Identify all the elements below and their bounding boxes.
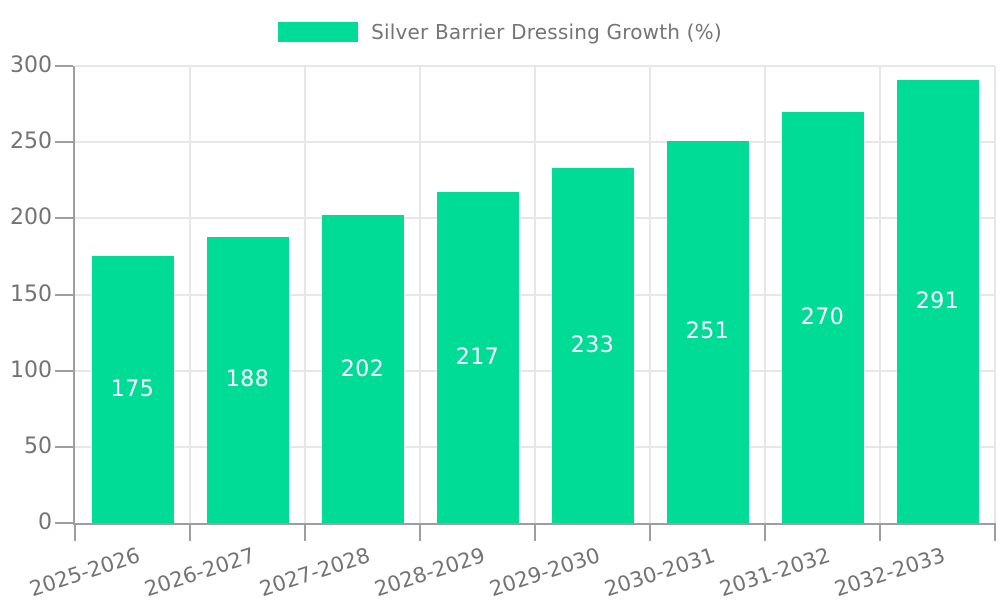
x-axis-tick <box>994 523 996 541</box>
y-axis-tick <box>55 522 73 524</box>
bar-value-label: 188 <box>225 367 270 393</box>
x-gridline <box>649 66 651 523</box>
bar-value-label: 202 <box>340 356 385 382</box>
x-axis-category-label: 2027-2028 <box>256 543 373 600</box>
y-axis-tick <box>55 65 73 67</box>
bar-value-label: 175 <box>110 377 155 403</box>
legend[interactable]: Silver Barrier Dressing Growth (%) <box>0 20 1000 44</box>
y-axis-tick-label: 0 <box>38 510 52 535</box>
bar[interactable]: 233 <box>551 168 634 523</box>
x-axis-category-label: 2025-2026 <box>26 543 143 600</box>
y-axis-tick-label: 250 <box>10 129 52 155</box>
y-axis-tick-label: 150 <box>10 281 52 307</box>
x-axis-category-label: 2029-2030 <box>486 543 603 600</box>
bar-value-label: 217 <box>455 345 500 371</box>
legend-series-label: Silver Barrier Dressing Growth (%) <box>371 20 722 44</box>
y-axis-tick-label: 200 <box>10 205 52 231</box>
x-axis-tick <box>189 523 191 541</box>
x-axis-tick <box>74 523 76 541</box>
y-axis-tick-label: 50 <box>24 433 52 459</box>
bar[interactable]: 217 <box>436 192 519 523</box>
x-gridline <box>189 66 191 523</box>
x-gridline <box>304 66 306 523</box>
bar[interactable]: 175 <box>91 256 174 523</box>
x-axis-category-label: 2028-2029 <box>371 543 488 600</box>
x-axis-category-label: 2026-2027 <box>141 543 258 600</box>
bar[interactable]: 202 <box>321 215 404 523</box>
y-axis-tick-label: 100 <box>10 357 52 383</box>
x-axis-category-label: 2031-2032 <box>716 543 833 600</box>
x-axis-tick <box>649 523 651 541</box>
y-axis-tick <box>55 445 73 448</box>
bar-value-label: 291 <box>915 288 960 314</box>
legend-swatch-icon <box>278 22 359 42</box>
y-axis-tick <box>55 217 73 220</box>
x-axis-tick <box>534 523 536 541</box>
x-axis-tick <box>304 523 306 541</box>
bar[interactable]: 188 <box>206 236 289 523</box>
bar[interactable]: 251 <box>666 140 749 523</box>
y-axis-tick <box>55 141 73 144</box>
bar[interactable]: 291 <box>896 79 979 523</box>
y-axis-tick <box>55 293 73 296</box>
bar-value-label: 270 <box>800 304 845 330</box>
x-axis-category-label: 2032-2033 <box>831 543 948 600</box>
x-gridline <box>879 66 881 523</box>
y-axis-tick <box>55 369 73 372</box>
bar-value-label: 251 <box>685 319 730 345</box>
x-axis-tick <box>879 523 881 541</box>
x-axis-tick <box>419 523 421 541</box>
y-axis-tick-label: 300 <box>10 53 52 78</box>
x-gridline <box>534 66 536 523</box>
x-gridline <box>994 66 996 523</box>
bar-value-label: 233 <box>570 333 615 359</box>
plot-area: 0 50 100 150 200 250 300 175 2025-2026 188 2026-20… <box>10 53 996 600</box>
x-gridline <box>764 66 766 523</box>
x-gridline <box>419 66 421 523</box>
x-axis-tick <box>764 523 766 541</box>
x-axis-category-label: 2030-2031 <box>601 543 718 600</box>
bar[interactable]: 270 <box>781 111 864 523</box>
